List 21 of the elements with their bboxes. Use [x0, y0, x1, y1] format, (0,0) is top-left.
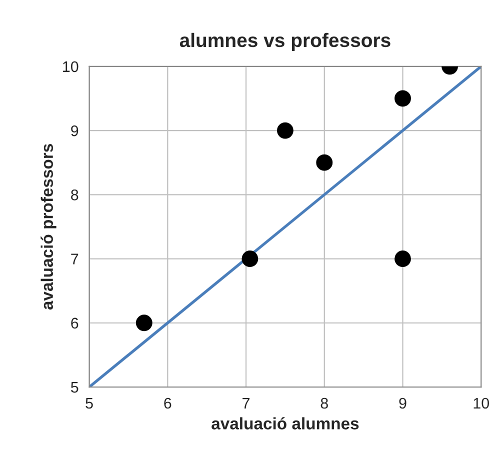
chart-title: alumnes vs professors — [180, 32, 390, 51]
y-axis-title: avaluació professors — [40, 144, 56, 310]
point — [394, 90, 411, 107]
x-tick-label: 7 — [242, 398, 250, 408]
y-tick-label: 8 — [71, 190, 78, 200]
x-tick-label: 8 — [320, 398, 328, 409]
y-tick-label: 9 — [71, 125, 78, 136]
x-tick-label: 5 — [86, 398, 93, 409]
x-tick-label: 6 — [164, 398, 172, 409]
y-tick-label: 7 — [71, 254, 78, 264]
y-tick-label: 6 — [71, 318, 78, 329]
point — [276, 122, 294, 139]
point — [316, 154, 333, 171]
point — [242, 250, 258, 267]
x-axis-title: avaluació alumnes — [212, 417, 359, 430]
y-tick-label: 5 — [70, 382, 78, 393]
point — [394, 250, 411, 267]
point — [136, 314, 152, 332]
x-tick-label: 9 — [399, 398, 406, 409]
x-tick-label: 10 — [474, 398, 490, 409]
y-tick-label: 10 — [63, 61, 78, 72]
